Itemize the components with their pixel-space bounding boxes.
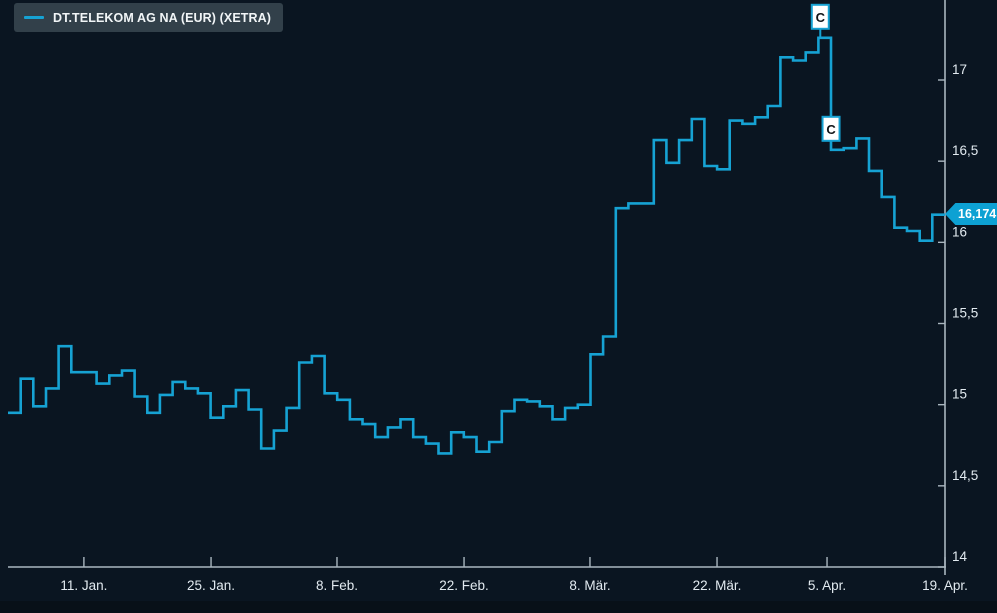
legend-chip[interactable]: DT.TELEKOM AG NA (EUR) (XETRA) [14, 3, 284, 32]
x-axis-label: 19. Apr. [922, 578, 968, 593]
footer-strip [0, 601, 997, 613]
event-marker-c[interactable] [810, 3, 830, 30]
y-axis-label: 14,5 [952, 468, 978, 483]
y-axis-label: 15 [952, 387, 967, 402]
y-axis-label: 16,5 [952, 143, 978, 158]
price-step-line [8, 36, 945, 455]
y-axis-label: 17 [952, 62, 967, 77]
event-marker-c[interactable] [821, 115, 841, 142]
y-axis-label: 14 [952, 549, 968, 564]
x-axis-label: 8. Mär. [569, 578, 610, 593]
x-axis-label: 8. Feb. [316, 578, 358, 593]
x-axis-label: 22. Mär. [693, 578, 742, 593]
event-marker-label: C [826, 122, 836, 137]
y-axis-label: 15,5 [952, 306, 978, 321]
legend-line-swatch [24, 16, 44, 19]
last-price-badge: 16,174 [945, 203, 997, 225]
x-axis-label: 11. Jan. [60, 578, 107, 593]
event-marker-label: C [816, 10, 826, 25]
x-axis-label: 22. Feb. [439, 578, 489, 593]
y-axis-label: 16 [952, 224, 967, 239]
legend-label: DT.TELEKOM AG NA (EUR) (XETRA) [53, 10, 272, 25]
x-axis-label: 25. Jan. [187, 578, 235, 593]
last-price-value: 16,174 [958, 207, 997, 221]
x-axis-label: 5. Apr. [808, 578, 846, 593]
